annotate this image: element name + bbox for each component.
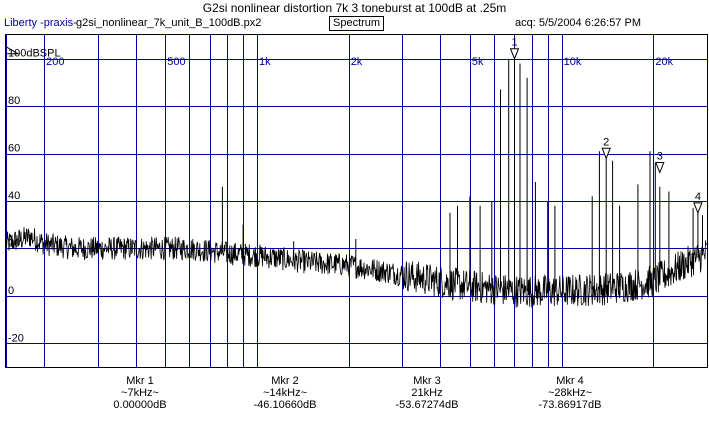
x-tick-label: 500 [167, 56, 185, 68]
marker-name: Mkr 2 [271, 375, 299, 387]
marker-level: -73.86917dB [538, 399, 602, 411]
marker-triangle [601, 147, 611, 160]
x-tick-label: 2k [351, 56, 363, 68]
marker-label: 1 [511, 37, 517, 49]
marker-readout-4: Mkr 4 ~28kHz~ -73.86917dB [525, 375, 615, 411]
marker-triangle [509, 48, 520, 61]
y-tick-label: 40 [8, 190, 20, 202]
spectrum-trace [6, 227, 707, 308]
spectrum-chart: 200 500 1k 2k 5k 10k 20k100dBSPL806040200-2012… [6, 35, 707, 367]
marker-frequency: 21kHz [411, 387, 443, 399]
y-tick-label: 60 [8, 143, 20, 155]
x-tick-label: 20k [655, 56, 673, 68]
marker-readout-1: Mkr 1 ~7kHz~ 0.00000dB [95, 375, 185, 411]
marker-name: Mkr 1 [126, 375, 154, 387]
x-tick-label: 10k [564, 56, 582, 68]
marker-readout-2: Mkr 2 ~14kHz~ -46.10660dB [240, 375, 330, 411]
plot-area[interactable]: 200 500 1k 2k 5k 10k 20k 100dBSPL 80 60 40 20 0 -20 1 2… [5, 34, 708, 368]
x-tick-label: 200 [46, 56, 64, 68]
marker-frequency: ~7kHz~ [121, 387, 159, 399]
acquisition-timestamp: acq: 5/5/2004 6:26:57 PM [515, 17, 641, 29]
marker-triangle [693, 202, 703, 215]
y-tick-label: -20 [8, 332, 24, 344]
y-tick-label: 20 [8, 237, 20, 249]
marker-triangle [655, 162, 665, 174]
marker-frequency: ~28kHz~ [547, 387, 593, 399]
marker-name: Mkr 3 [413, 375, 441, 387]
marker-name: Mkr 4 [556, 375, 584, 387]
marker-level: -53.67274dB [395, 399, 459, 411]
y-tick-label: 80 [8, 95, 20, 107]
mode-indicator[interactable]: Spectrum [329, 16, 385, 31]
file-name: g2si_nonlinear_7k_unit_B_100dB.px2 [76, 17, 262, 29]
marker-frequency: ~14kHz~ [262, 387, 308, 399]
marker-label: 3 [657, 151, 663, 163]
reference-level-arrow [6, 46, 20, 55]
marker-label: 2 [603, 136, 609, 148]
x-tick-label: 1k [259, 56, 271, 68]
marker-level: -46.10660dB [253, 399, 317, 411]
chart-title: G2si nonlinear distortion 7k 3 toneburst… [202, 1, 507, 15]
brand-label: Liberty -praxis- [4, 17, 77, 29]
marker-label: 4 [695, 191, 701, 203]
x-tick-label: 5k [472, 56, 484, 68]
y-tick-label: 0 [8, 285, 14, 297]
y-tick-label: 100dBSPL [8, 48, 61, 60]
marker-level: 0.00000dB [113, 399, 167, 411]
marker-readout-3: Mkr 3 21kHz -53.67274dB [382, 375, 472, 411]
marker-readouts: Mkr 1 ~7kHz~ 0.00000dB Mkr 2 ~14kHz~ -46… [0, 375, 709, 423]
